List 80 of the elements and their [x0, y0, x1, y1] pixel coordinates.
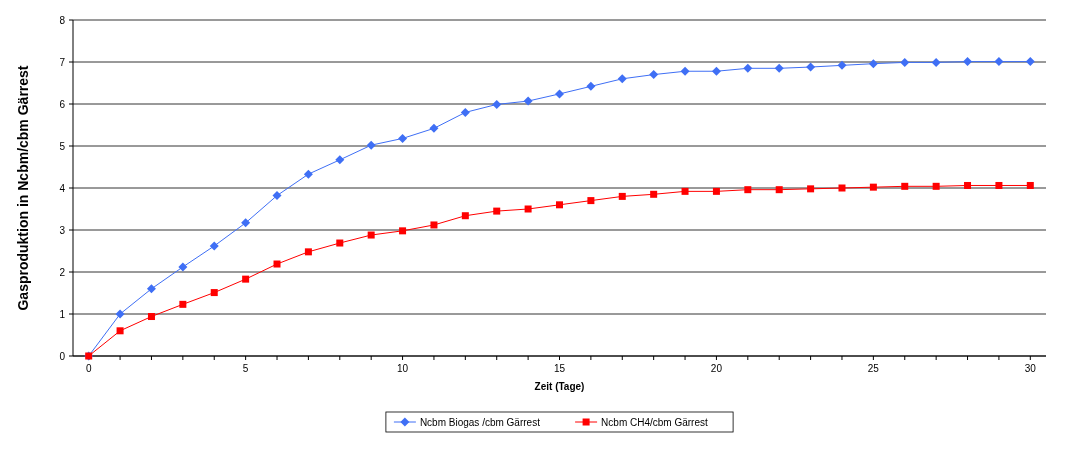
point [461, 212, 469, 220]
point [336, 239, 344, 247]
legend-label: Ncbm Biogas /cbm Gärrest [419, 416, 541, 428]
point [586, 81, 596, 91]
point [932, 182, 940, 190]
y-tick-label: 0 [59, 350, 66, 362]
point [179, 300, 187, 308]
y-tick-label: 5 [59, 140, 66, 152]
legend-label: Ncbm CH4/cbm Gärrest [601, 416, 709, 428]
point [273, 260, 281, 268]
point [430, 221, 438, 229]
point [995, 181, 1003, 189]
point [210, 289, 218, 297]
point [931, 57, 941, 67]
y-tick-label: 3 [59, 224, 66, 236]
point [241, 218, 251, 228]
point [869, 183, 877, 191]
x-tick-label: 0 [85, 363, 92, 374]
y-tick-label: 7 [59, 56, 66, 68]
point [116, 327, 124, 335]
point [617, 74, 627, 84]
point [711, 66, 721, 76]
x-tick-label: 15 [553, 363, 566, 374]
point [587, 197, 595, 205]
point [1025, 57, 1035, 67]
point [681, 187, 689, 195]
point [303, 169, 313, 179]
point [178, 262, 188, 272]
point [304, 248, 312, 256]
point [555, 89, 564, 99]
point [649, 70, 659, 80]
point [837, 60, 847, 70]
x-tick-label: 30 [1024, 363, 1037, 374]
point [209, 241, 219, 251]
point [242, 275, 250, 283]
y-tick-label: 1 [59, 308, 66, 320]
point [398, 133, 408, 143]
point [523, 96, 533, 106]
x-tick-label: 20 [710, 363, 723, 374]
point [460, 107, 470, 117]
point [712, 187, 720, 195]
x-tick-label: 10 [397, 363, 409, 374]
point [650, 190, 658, 198]
point [399, 227, 407, 235]
x-tick-label: 25 [867, 363, 880, 374]
point [1026, 181, 1034, 189]
point [963, 57, 973, 67]
point [492, 99, 502, 109]
point [147, 313, 155, 321]
point [774, 63, 784, 73]
y-axis-title: Gasproduktion in Ncbm/cbm Gärrest [15, 65, 31, 311]
x-tick-label: 5 [242, 363, 249, 374]
point [556, 201, 563, 209]
point [493, 207, 501, 215]
point [524, 205, 532, 213]
point [743, 63, 753, 73]
point [115, 309, 125, 319]
point [366, 140, 376, 150]
point [429, 123, 439, 133]
point [744, 186, 752, 194]
point [680, 66, 690, 76]
point [367, 231, 375, 239]
point [868, 59, 878, 69]
point [335, 155, 345, 165]
point [272, 191, 282, 201]
y-tick-label: 2 [59, 266, 66, 278]
point [806, 62, 816, 72]
y-tick-label: 8 [59, 14, 66, 26]
point [618, 192, 626, 200]
point [838, 184, 846, 192]
y-tick-label: 6 [59, 98, 66, 110]
point [146, 284, 156, 294]
point [807, 185, 815, 193]
point [964, 181, 972, 189]
point [900, 57, 910, 67]
y-tick-label: 4 [59, 182, 66, 194]
x-axis-title: Zeit (Tage) [534, 381, 585, 392]
point [994, 57, 1004, 67]
point [901, 182, 909, 190]
point [775, 186, 783, 194]
